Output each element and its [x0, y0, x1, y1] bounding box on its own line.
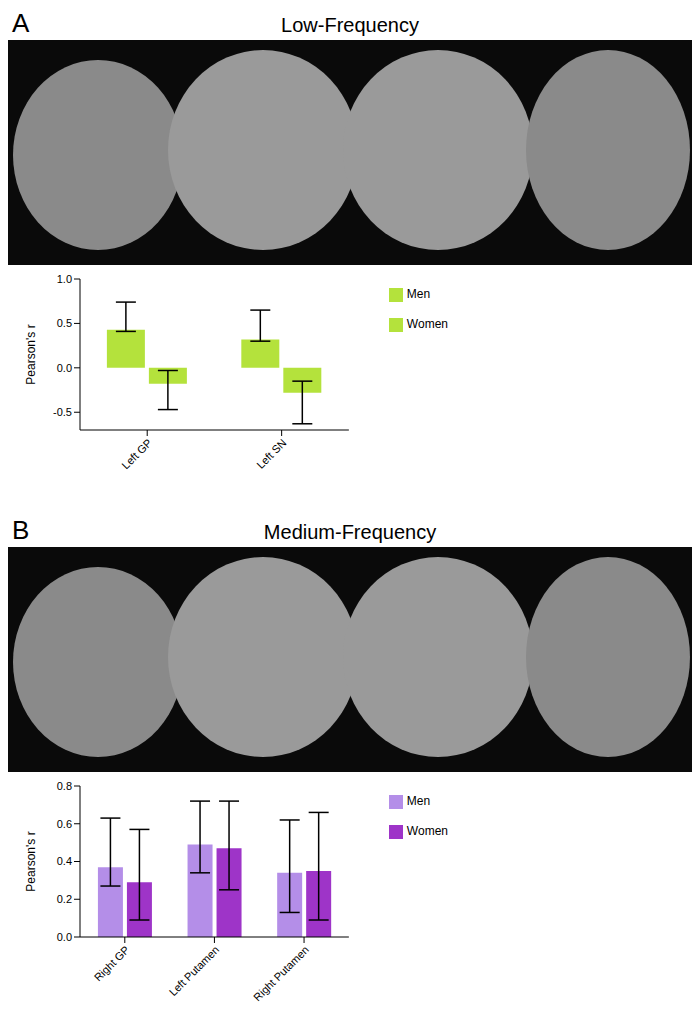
html-text:Women: Women — [406, 317, 448, 331]
html-text:B: B — [12, 515, 30, 545]
svg-text:1.0: 1.0 — [57, 273, 72, 285]
svg-text:0.0: 0.0 — [57, 362, 72, 374]
html-text:Men: Men — [406, 287, 431, 301]
svg-text:Right GP: Right GP — [92, 943, 132, 983]
svg-text:0.6: 0.6 — [57, 818, 72, 830]
html-text:Women: Women — [406, 824, 448, 838]
svg-text:Left GP: Left GP — [119, 436, 154, 471]
svg-text:0.5: 0.5 — [57, 317, 72, 329]
html-text:Men: Men — [406, 794, 431, 808]
svg-text:-0.5: -0.5 — [53, 406, 72, 418]
svg-text:Right Putamen: Right Putamen — [251, 943, 311, 1003]
svg-text:0.4: 0.4 — [57, 855, 72, 867]
html-text:Medium-Frequency: Medium-Frequency — [263, 521, 437, 543]
svg-text:0.2: 0.2 — [57, 893, 72, 905]
svg-text:0.8: 0.8 — [57, 780, 72, 792]
svg-text:Left SN: Left SN — [254, 436, 288, 470]
svg-text:Pearson's r: Pearson's r — [24, 831, 38, 891]
svg-text:Left Putamen: Left Putamen — [167, 943, 222, 998]
svg-text:0.0: 0.0 — [57, 931, 72, 943]
html-text:A: A — [12, 8, 30, 38]
html-text:Low-Frequency: Low-Frequency — [281, 14, 419, 36]
svg-text:Pearson's r: Pearson's r — [24, 324, 38, 384]
